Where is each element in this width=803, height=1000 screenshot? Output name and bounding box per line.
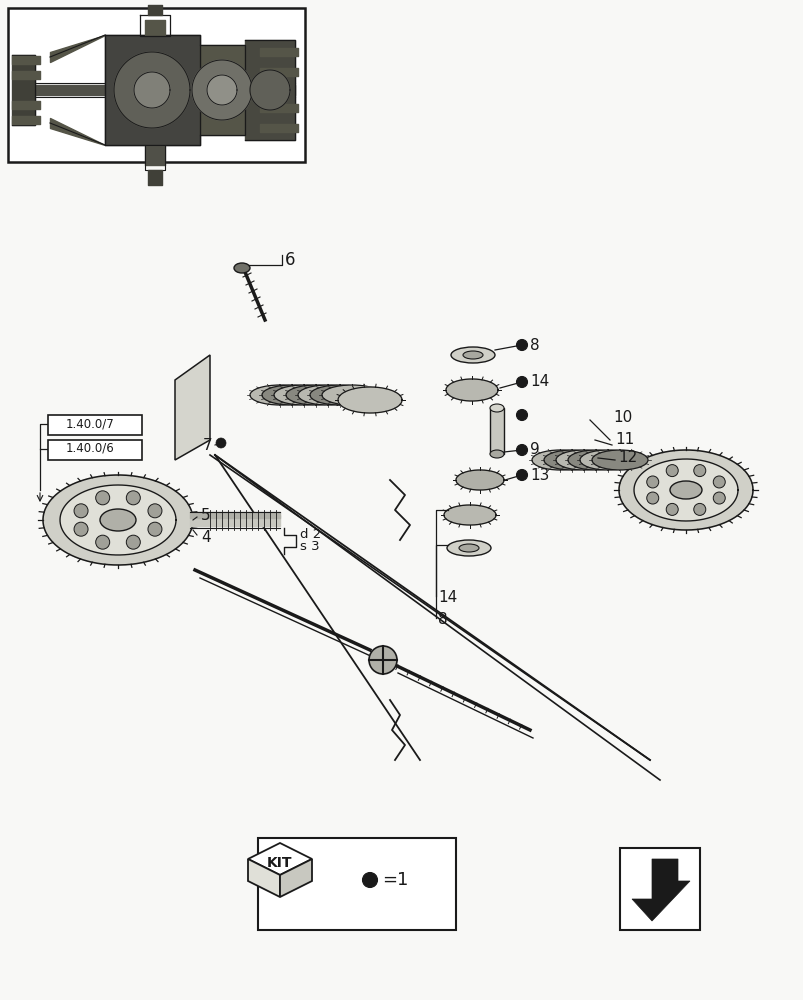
Circle shape xyxy=(693,465,705,477)
Text: =1: =1 xyxy=(381,871,408,889)
Text: KIT: KIT xyxy=(267,856,292,870)
Circle shape xyxy=(126,535,141,549)
Text: 7: 7 xyxy=(202,438,212,454)
Ellipse shape xyxy=(234,263,250,273)
Polygon shape xyxy=(250,70,290,110)
Ellipse shape xyxy=(286,385,345,405)
Ellipse shape xyxy=(310,385,369,405)
Polygon shape xyxy=(634,459,737,521)
Ellipse shape xyxy=(450,347,495,363)
Bar xyxy=(258,838,455,930)
Polygon shape xyxy=(618,450,752,530)
Text: 12: 12 xyxy=(618,450,637,466)
Circle shape xyxy=(666,465,678,477)
Circle shape xyxy=(362,872,377,887)
Bar xyxy=(48,415,142,435)
Circle shape xyxy=(712,476,724,488)
Text: 1.40.0/6: 1.40.0/6 xyxy=(66,442,114,454)
Ellipse shape xyxy=(463,351,483,359)
Circle shape xyxy=(74,522,88,536)
Polygon shape xyxy=(631,859,689,921)
Circle shape xyxy=(216,438,226,448)
Text: 14: 14 xyxy=(529,374,548,389)
Text: 6: 6 xyxy=(284,251,296,269)
Ellipse shape xyxy=(532,450,587,470)
Circle shape xyxy=(148,522,161,536)
Text: 9: 9 xyxy=(529,442,539,458)
Ellipse shape xyxy=(489,404,503,412)
Text: 14: 14 xyxy=(438,590,457,605)
Ellipse shape xyxy=(321,385,381,405)
Text: 13: 13 xyxy=(529,468,548,483)
Ellipse shape xyxy=(262,385,321,405)
Ellipse shape xyxy=(100,509,136,531)
Polygon shape xyxy=(175,355,210,460)
Ellipse shape xyxy=(274,385,333,405)
Polygon shape xyxy=(206,75,237,105)
Text: 4: 4 xyxy=(201,530,210,546)
Polygon shape xyxy=(279,859,312,897)
Polygon shape xyxy=(43,475,193,565)
Polygon shape xyxy=(134,72,169,108)
Ellipse shape xyxy=(459,544,479,552)
Text: 8: 8 xyxy=(529,338,539,353)
Circle shape xyxy=(516,470,527,481)
Circle shape xyxy=(96,535,109,549)
Polygon shape xyxy=(446,379,497,401)
Ellipse shape xyxy=(369,646,397,674)
Ellipse shape xyxy=(556,450,611,470)
Circle shape xyxy=(74,504,88,518)
Circle shape xyxy=(516,444,527,456)
Polygon shape xyxy=(455,470,503,490)
Text: 8: 8 xyxy=(438,612,447,628)
Ellipse shape xyxy=(298,385,357,405)
Text: 11: 11 xyxy=(614,432,634,448)
Bar xyxy=(489,408,503,454)
Circle shape xyxy=(693,503,705,515)
Text: 5: 5 xyxy=(201,508,210,524)
Bar xyxy=(8,8,304,162)
Ellipse shape xyxy=(579,450,635,470)
Circle shape xyxy=(516,376,527,387)
Ellipse shape xyxy=(544,450,599,470)
Polygon shape xyxy=(114,52,190,128)
Ellipse shape xyxy=(567,450,623,470)
Circle shape xyxy=(646,476,658,488)
Circle shape xyxy=(646,492,658,504)
Bar xyxy=(619,848,699,930)
Polygon shape xyxy=(247,843,312,875)
Ellipse shape xyxy=(669,481,701,499)
Bar xyxy=(48,440,142,460)
Circle shape xyxy=(148,504,161,518)
Text: s 3: s 3 xyxy=(300,540,320,554)
Circle shape xyxy=(516,340,527,351)
Text: 10: 10 xyxy=(612,410,631,426)
Circle shape xyxy=(516,410,527,420)
Polygon shape xyxy=(443,505,495,525)
Text: d 2: d 2 xyxy=(300,528,321,542)
Circle shape xyxy=(666,503,678,515)
Text: 1.40.0/7: 1.40.0/7 xyxy=(66,418,114,430)
Ellipse shape xyxy=(446,540,491,556)
Polygon shape xyxy=(247,859,279,897)
Ellipse shape xyxy=(591,450,647,470)
Polygon shape xyxy=(60,485,176,555)
Polygon shape xyxy=(192,60,251,120)
Circle shape xyxy=(126,491,141,505)
Ellipse shape xyxy=(250,385,310,405)
Circle shape xyxy=(712,492,724,504)
Circle shape xyxy=(96,491,109,505)
Ellipse shape xyxy=(489,450,503,458)
Polygon shape xyxy=(337,387,402,413)
